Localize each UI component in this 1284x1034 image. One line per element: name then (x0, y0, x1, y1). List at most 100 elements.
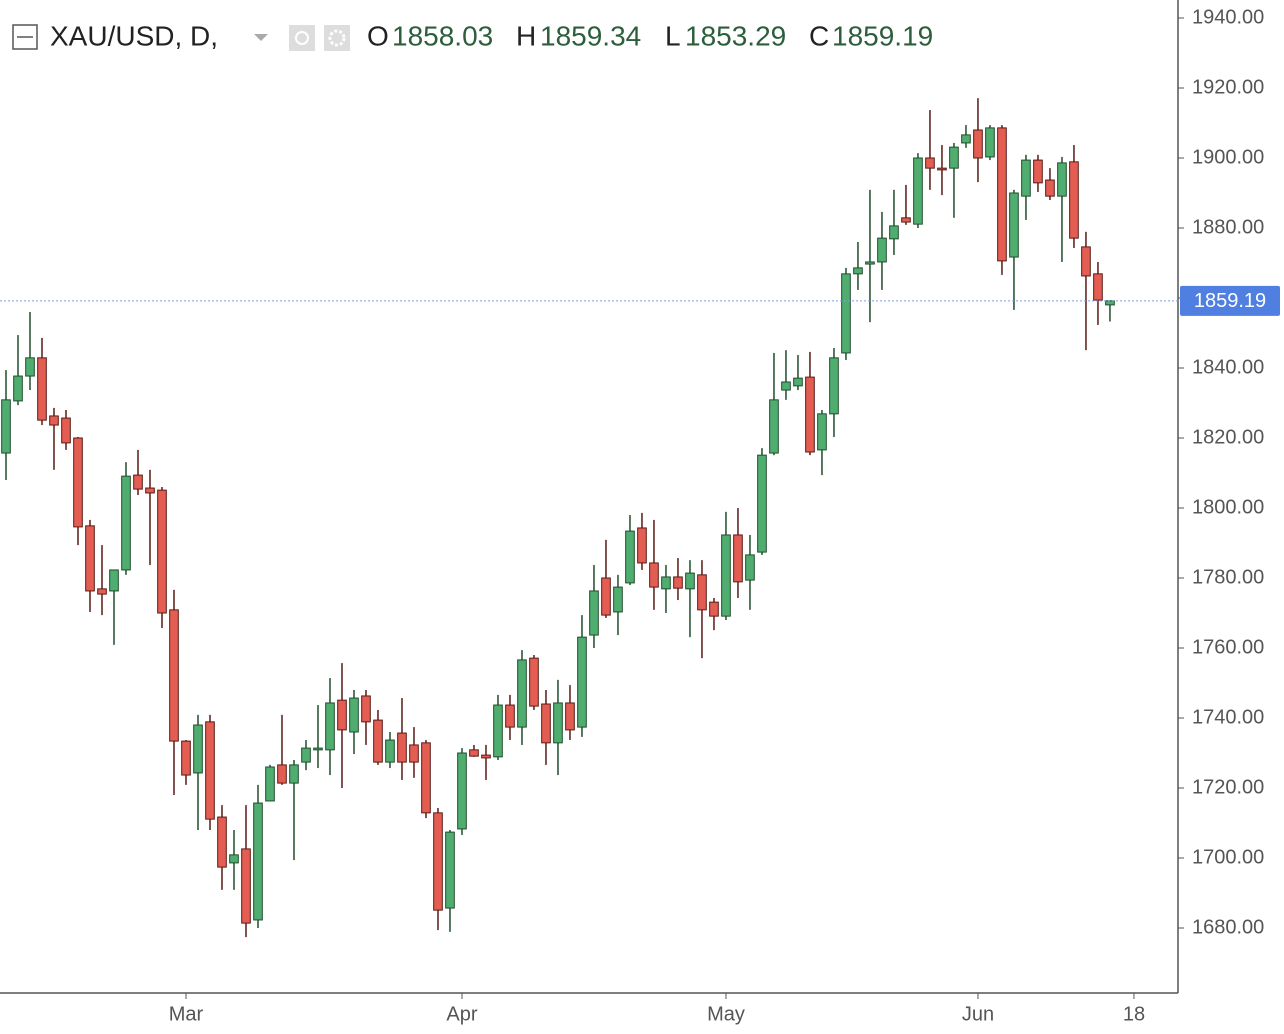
last-price-tag (1180, 285, 1280, 316)
candle-body (181, 740, 191, 776)
candle-body (937, 167, 947, 171)
candle-body (277, 764, 287, 784)
candle-body (1069, 161, 1079, 239)
candle-body (361, 695, 371, 723)
candle-body (541, 703, 551, 744)
last-price-label: 1859.19 (1194, 290, 1266, 312)
x-tick-label: 18 (1123, 1003, 1145, 1025)
y-tick-label: 1940.00 (1192, 6, 1264, 28)
candle-body (157, 489, 167, 614)
candle-body (313, 747, 323, 751)
y-tick-label: 1760.00 (1192, 636, 1264, 658)
candle-body (673, 576, 683, 589)
candle-body (985, 127, 995, 158)
candle-body (853, 267, 863, 275)
eye-icon-glyph (295, 31, 309, 45)
y-tick-label: 1780.00 (1192, 566, 1264, 588)
candle-body (613, 586, 623, 613)
candle-body (517, 659, 527, 728)
candle-body (445, 831, 455, 909)
open-label: O (367, 20, 389, 51)
candle-body (949, 146, 959, 169)
candle-body (697, 574, 707, 611)
candle-body (805, 376, 815, 453)
candle-body (793, 377, 803, 387)
candle-body (505, 704, 515, 728)
header: XAU/USD, D, O 1858.03 H 1859.34 L 1853.2… (12, 20, 933, 51)
candle-body (61, 417, 71, 444)
candle-body (745, 554, 755, 581)
open-value: 1858.03 (392, 20, 493, 51)
candle-body (289, 764, 299, 784)
candle-body (457, 752, 467, 830)
candle-body (205, 721, 215, 820)
candle-body (85, 525, 95, 592)
candle-body (565, 702, 575, 731)
candle-body (325, 702, 335, 751)
candle-body (349, 697, 359, 733)
candle-body (97, 588, 107, 595)
candle-body (589, 590, 599, 636)
candle-body (1081, 246, 1091, 277)
y-tick-label: 1720.00 (1192, 776, 1264, 798)
candle-body (913, 157, 923, 225)
candle-body (373, 719, 383, 763)
candles (1, 98, 1115, 938)
candle-body (901, 217, 911, 223)
candle-body (49, 415, 59, 426)
x-tick-label: Jun (962, 1003, 994, 1025)
x-tick-label: Apr (446, 1003, 477, 1025)
candle-body (73, 437, 83, 528)
candle-body (925, 157, 935, 169)
candle-body (481, 754, 491, 759)
symbol-title: XAU/USD, D, (50, 20, 218, 51)
candle-body (625, 530, 635, 584)
y-tick-label: 1740.00 (1192, 706, 1264, 728)
candle-body (433, 812, 443, 911)
candle-body (817, 413, 827, 451)
candle-body (961, 134, 971, 144)
candle-body (217, 816, 227, 868)
candle-body (385, 739, 395, 763)
candle-body (973, 129, 983, 159)
candle-body (721, 534, 731, 617)
candle-body (301, 747, 311, 763)
collapse-icon[interactable] (12, 24, 38, 50)
candle-body (493, 704, 503, 758)
settings-icon-glyph (328, 29, 346, 47)
candle-body (1045, 179, 1055, 197)
y-tick-label: 1680.00 (1192, 916, 1264, 938)
candle-body (577, 636, 587, 728)
candle-body (37, 357, 47, 421)
candle-body (109, 569, 119, 592)
candle-body (241, 848, 251, 924)
candle-body (25, 357, 35, 377)
candle-body (397, 732, 407, 763)
y-tick-label: 1920.00 (1192, 76, 1264, 98)
y-tick-label: 1800.00 (1192, 496, 1264, 518)
y-tick-label: 1900.00 (1192, 146, 1264, 168)
candle-body (1033, 159, 1043, 184)
candle-body (409, 744, 419, 763)
eye-icon[interactable] (289, 25, 315, 51)
candle-body (757, 454, 767, 553)
close-label: C (809, 20, 829, 51)
candle-body (661, 576, 671, 590)
candle-body (781, 381, 791, 391)
candle-body (529, 657, 539, 707)
settings-icon[interactable] (324, 25, 350, 51)
y-tick-label: 1820.00 (1192, 426, 1264, 448)
dropdown-arrow[interactable] (254, 34, 268, 41)
candle-body (709, 601, 719, 617)
candle-body (865, 261, 875, 265)
candle-body (877, 237, 887, 263)
candle-body (889, 225, 899, 240)
low-value: 1853.29 (685, 20, 786, 51)
candle-body (769, 399, 779, 454)
candle-body (469, 749, 479, 757)
candle-body (121, 475, 131, 571)
candle-body (13, 375, 23, 402)
candle-body (553, 702, 563, 744)
candle-body (265, 766, 275, 802)
candle-body (193, 724, 203, 774)
